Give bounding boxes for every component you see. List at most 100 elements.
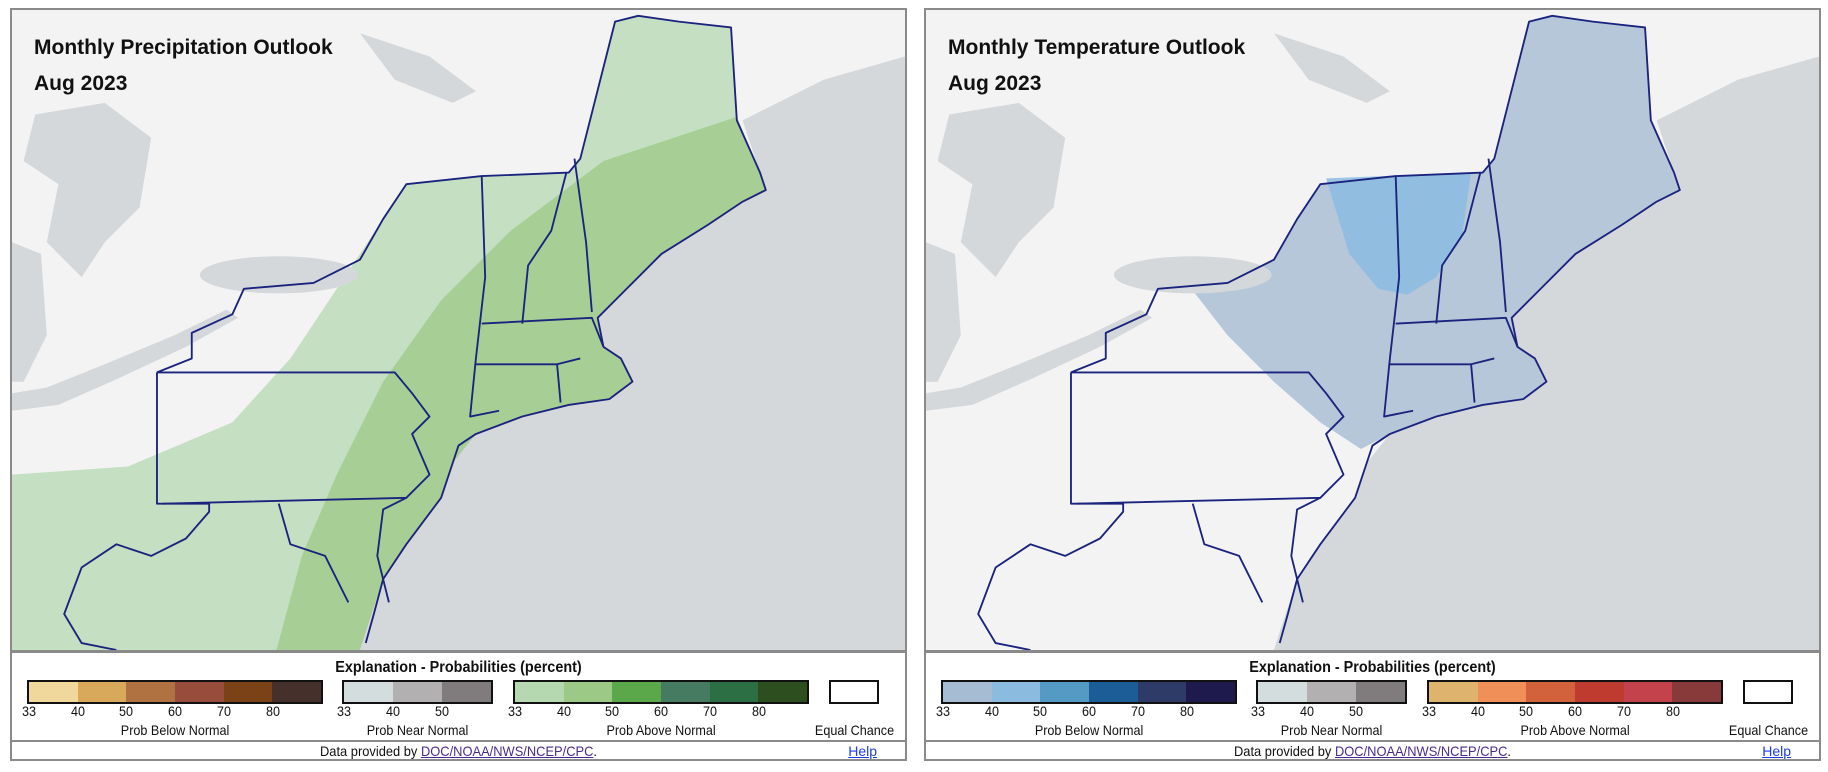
credit-suffix: . (1507, 743, 1512, 759)
divider (12, 650, 905, 653)
above-tick-label: 50 (1519, 703, 1534, 719)
above-normal-label: Prob Above Normal (1520, 722, 1630, 738)
below-tick-label: 70 (216, 703, 231, 719)
above-swatch-33 (1429, 682, 1478, 702)
above-swatch-50 (1526, 682, 1576, 702)
near-swatch-33 (1258, 682, 1307, 702)
cpc-link[interactable]: DOC/NOAA/NWS/NCEP/CPC (1334, 743, 1508, 759)
below-normal-label: Prob Below Normal (120, 722, 230, 738)
near-tick-label: 40 (385, 703, 401, 719)
below-normal-colorbar (27, 680, 324, 704)
above-swatch-40 (1477, 682, 1527, 702)
near-swatch-50 (1356, 682, 1405, 702)
below-swatch-50 (126, 682, 176, 702)
below-tick-label: 33 (935, 703, 951, 719)
below-swatch-80 (272, 682, 322, 702)
above-tick-label: 70 (702, 703, 717, 719)
above-swatch-60 (1575, 682, 1624, 702)
above-tick-label: 60 (1568, 703, 1583, 719)
below-swatch-60 (1089, 682, 1138, 702)
equal-chance-label: Equal Chance (814, 722, 895, 738)
below-tick-label: 80 (265, 703, 280, 719)
near-tick-label: 33 (336, 703, 352, 719)
below-swatch-40 (77, 682, 127, 702)
below-normal-label: Prob Below Normal (1034, 722, 1144, 738)
near-swatch-50 (442, 682, 491, 702)
near-normal-colorbar (342, 680, 493, 704)
below-tick-label: 50 (119, 703, 134, 719)
above-swatch-50 (612, 682, 662, 702)
legend: Explanation - Probabilities (percent) 33… (12, 653, 905, 740)
above-swatch-70 (1623, 682, 1673, 702)
near-tick-label: 50 (1348, 703, 1364, 719)
above-tick-label: 80 (1665, 703, 1680, 719)
map-date: Aug 2023 (34, 72, 128, 95)
above-swatch-33 (515, 682, 564, 702)
near-tick-label: 50 (434, 703, 450, 719)
divider (926, 740, 1819, 742)
equal-chance-label: Equal Chance (1728, 722, 1809, 738)
above-swatch-40 (563, 682, 613, 702)
divider (12, 740, 905, 742)
below-tick-label: 40 (984, 703, 999, 719)
above-tick-label: 80 (751, 703, 766, 719)
map-date: Aug 2023 (948, 72, 1042, 95)
credit-prefix: Data provided by (319, 743, 421, 759)
below-swatch-80 (1186, 682, 1236, 702)
below-normal-colorbar (941, 680, 1238, 704)
above-swatch-60 (661, 682, 710, 702)
near-swatch-40 (393, 682, 442, 702)
above-normal-colorbar (513, 680, 810, 704)
above-normal-label: Prob Above Normal (606, 722, 716, 738)
near-swatch-40 (1307, 682, 1356, 702)
near-tick-label: 40 (1299, 703, 1315, 719)
map-title: Monthly Precipitation Outlook (34, 36, 333, 59)
below-swatch-33 (29, 682, 78, 702)
precipitation-outlook-map[interactable] (12, 10, 905, 650)
credit-prefix: Data provided by (1233, 743, 1335, 759)
below-swatch-70 (1137, 682, 1187, 702)
below-tick-label: 40 (70, 703, 85, 719)
divider (926, 650, 1819, 653)
below-swatch-50 (1040, 682, 1090, 702)
data-credit: Data provided by DOC/NOAA/NWS/NCEP/CPC. (48, 743, 870, 759)
temperature-outlook-panel: Monthly Temperature Outlook Aug 2023 Exp… (924, 8, 1821, 761)
near-normal-colorbar (1256, 680, 1407, 704)
legend-title: Explanation - Probabilities (percent) (1249, 659, 1496, 676)
below-tick-label: 50 (1033, 703, 1048, 719)
above-tick-label: 33 (1421, 703, 1437, 719)
equal-chance-swatch (829, 680, 879, 704)
near-tick-label: 33 (1250, 703, 1266, 719)
above-swatch-70 (709, 682, 759, 702)
above-tick-label: 50 (605, 703, 620, 719)
credit-suffix: . (593, 743, 598, 759)
legend: Explanation - Probabilities (percent) 33… (926, 653, 1819, 740)
above-tick-label: 70 (1616, 703, 1631, 719)
above-swatch-80 (758, 682, 808, 702)
help-link[interactable]: Help (848, 743, 877, 759)
legend-title: Explanation - Probabilities (percent) (335, 659, 582, 676)
cpc-link[interactable]: DOC/NOAA/NWS/NCEP/CPC (420, 743, 594, 759)
above-tick-label: 33 (507, 703, 523, 719)
near-swatch-33 (344, 682, 393, 702)
below-tick-label: 60 (1082, 703, 1097, 719)
precipitation-outlook-panel: Monthly Precipitation Outlook Aug 2023 E… (10, 8, 907, 761)
help-link[interactable]: Help (1762, 743, 1791, 759)
below-swatch-33 (943, 682, 992, 702)
below-swatch-40 (991, 682, 1041, 702)
below-swatch-60 (175, 682, 224, 702)
above-normal-colorbar (1427, 680, 1724, 704)
temperature-outlook-map[interactable] (926, 10, 1819, 650)
below-tick-label: 80 (1179, 703, 1194, 719)
above-swatch-80 (1672, 682, 1722, 702)
below-tick-label: 70 (1130, 703, 1145, 719)
near-normal-label: Prob Near Normal (1280, 722, 1383, 738)
near-normal-label: Prob Near Normal (366, 722, 469, 738)
below-swatch-70 (223, 682, 273, 702)
equal-chance-swatch (1743, 680, 1793, 704)
below-tick-label: 33 (21, 703, 37, 719)
above-tick-label: 40 (1470, 703, 1485, 719)
map-title: Monthly Temperature Outlook (948, 36, 1246, 59)
above-tick-label: 60 (654, 703, 669, 719)
below-tick-label: 60 (168, 703, 183, 719)
